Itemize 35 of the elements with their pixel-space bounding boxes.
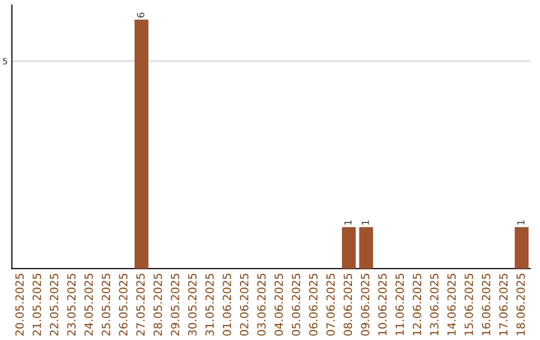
x-tick-label: 12.06.2025 [412, 274, 422, 336]
x-tick-label: 25.05.2025 [102, 274, 110, 336]
x-tick-label: 04.06.2025 [274, 274, 283, 336]
data-label: 1 [517, 220, 524, 225]
x-tick-label: 06.06.2025 [309, 274, 318, 336]
x-tick-label: 17.06.2025 [499, 274, 508, 336]
x-tick-label: 30.05.2025 [188, 274, 197, 336]
x-tick-label: 05.06.2025 [292, 274, 300, 336]
x-tick-label: 27.05.2025 [136, 274, 145, 336]
x-tick-label: 23.05.2025 [67, 274, 76, 336]
y-tick-label: 5 [3, 58, 7, 64]
data-label: 6 [136, 12, 144, 18]
x-tick-label: 24.05.2025 [84, 274, 93, 336]
x-tick-label: 03.06.2025 [257, 274, 266, 336]
x-tick-label: 18.06.2025 [516, 274, 525, 336]
x-tick-label: 01.06.2025 [222, 274, 232, 336]
x-tick-label: 21.05.2025 [32, 274, 42, 336]
x-tick-label: 28.05.2025 [154, 274, 162, 336]
x-tick-label: 13.06.2025 [430, 274, 438, 336]
x-tick-label: 29.05.2025 [170, 274, 180, 336]
x-tick-label: 10.06.2025 [378, 274, 387, 336]
x-tick-label: 11.06.2025 [396, 274, 404, 336]
x-tick-label: 07.06.2025 [326, 274, 335, 336]
x-tick-label: 26.05.2025 [119, 274, 128, 336]
x-tick-label: 16.06.2025 [482, 274, 490, 336]
data-label: 1 [362, 220, 369, 225]
data-label: 1 [344, 220, 352, 225]
x-tick-label: 08.06.2025 [344, 274, 352, 336]
x-tick-label: 14.06.2025 [447, 274, 456, 336]
x-tick-label: 31.05.2025 [205, 274, 214, 336]
x-tick-label: 15.06.2025 [464, 274, 474, 336]
x-tick-label: 02.06.2025 [240, 274, 248, 336]
x-tick-label: 20.05.2025 [15, 274, 24, 336]
x-tick-label: 22.05.2025 [50, 274, 58, 336]
x-tick-label: 09.06.2025 [360, 274, 370, 336]
